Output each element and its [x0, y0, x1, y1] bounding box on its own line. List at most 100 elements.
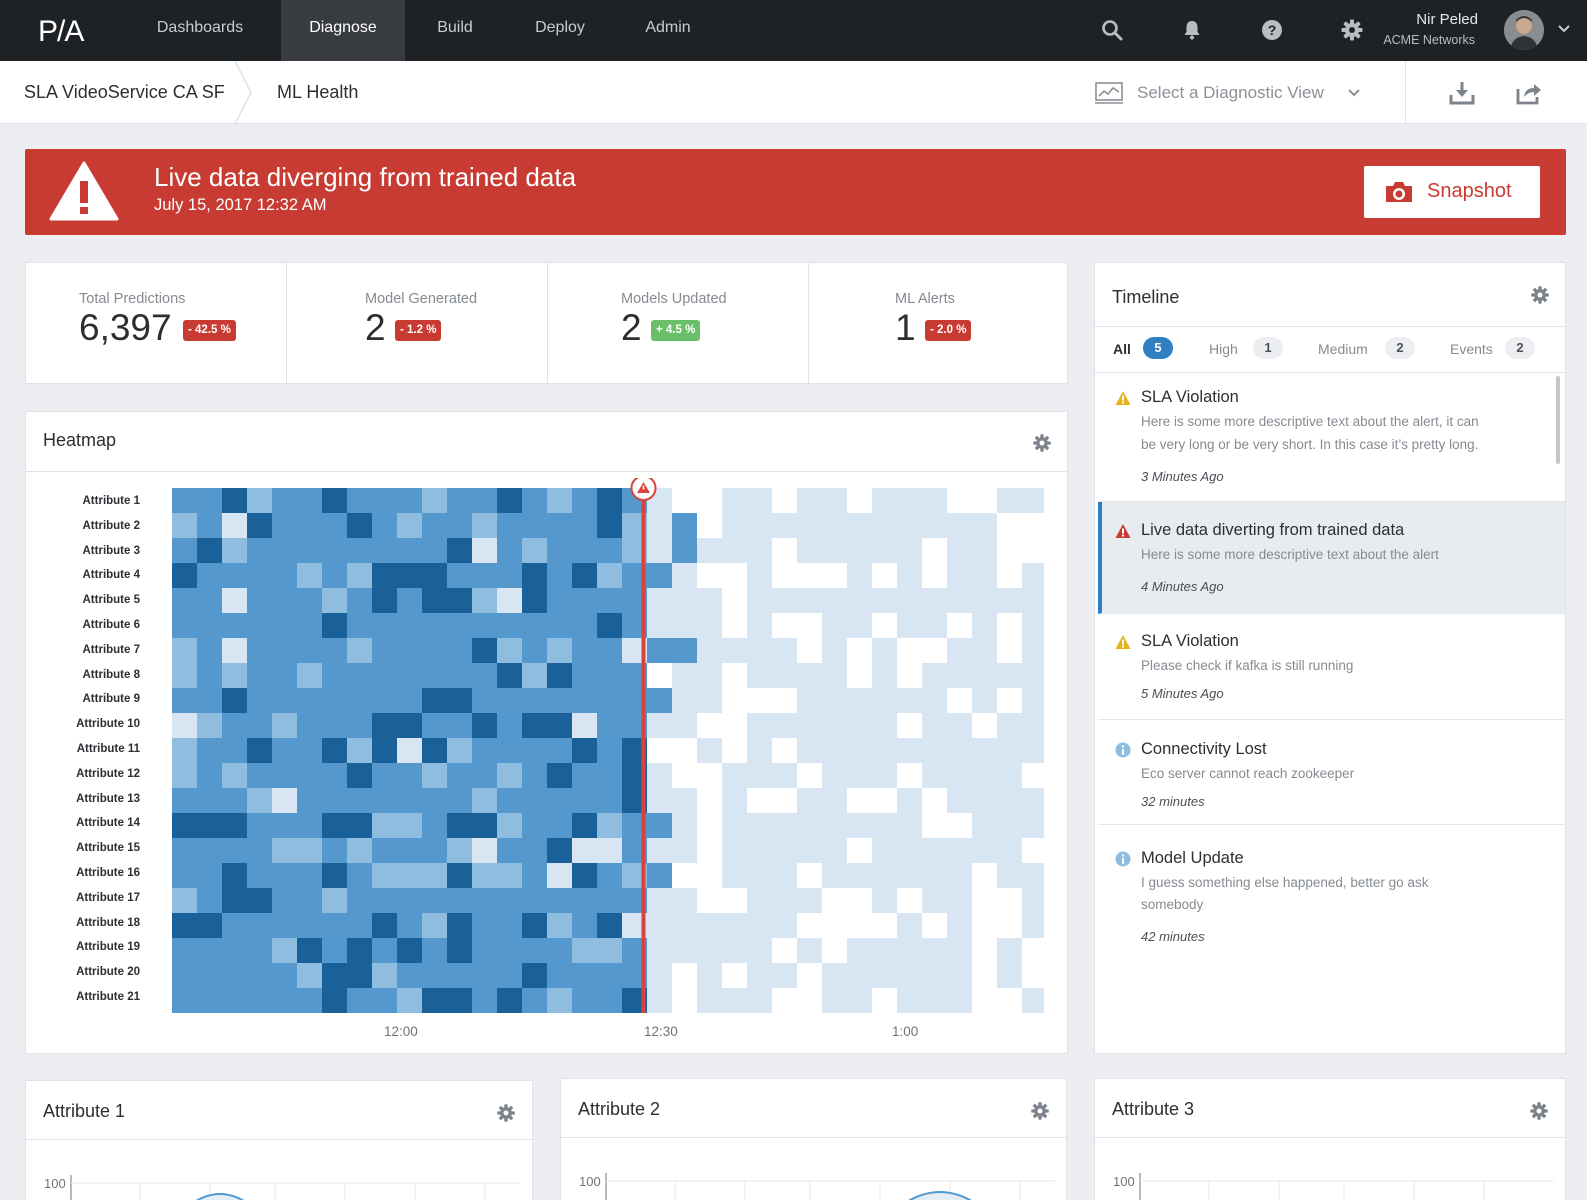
heatmap-cell	[722, 563, 747, 588]
heatmap-cell	[647, 888, 672, 913]
gear-icon[interactable]	[496, 1103, 516, 1123]
heatmap-cell	[397, 713, 422, 738]
download-icon[interactable]	[1448, 79, 1476, 107]
heatmap-cell	[597, 688, 622, 713]
nav-dashboards[interactable]: Dashboards	[156, 19, 244, 36]
heatmap-cell	[947, 538, 972, 563]
heatmap-cell	[772, 913, 797, 938]
breadcrumb-ml-health[interactable]: ML Health	[277, 82, 359, 102]
nav-diagnose[interactable]: Diagnose	[281, 0, 405, 61]
timeline-item-time: 3 Minutes Ago	[1141, 469, 1224, 484]
heatmap-cell	[997, 863, 1022, 888]
heatmap-cell	[897, 513, 922, 538]
timeline-item-sla-violation[interactable]: SLA Violation Please check if kafka is s…	[1098, 614, 1565, 720]
nav-build[interactable]: Build	[437, 19, 473, 36]
heatmap-cell	[1022, 838, 1044, 863]
heatmap-cell	[647, 513, 672, 538]
tab-events[interactable]: Events	[1450, 341, 1493, 357]
heatmap-cell	[647, 788, 672, 813]
timeline-item-desc: Please check if kafka is still running	[1141, 658, 1354, 673]
diagnostic-view-select[interactable]: Select a Diagnostic View	[1095, 75, 1370, 111]
heatmap-cell	[547, 513, 572, 538]
nav-deploy[interactable]: Deploy	[535, 19, 585, 36]
tab-all[interactable]: All	[1113, 341, 1131, 357]
pa-logo[interactable]: P/A	[38, 14, 94, 46]
breadcrumb-sla[interactable]: SLA VideoService CA SF	[24, 82, 225, 102]
heatmap-cell	[572, 688, 597, 713]
heatmap-cell	[972, 538, 997, 563]
heatmap-cell	[297, 863, 322, 888]
heatmap-grid[interactable]	[172, 478, 1044, 1015]
heatmap-cell	[297, 613, 322, 638]
heatmap-cell	[222, 663, 247, 688]
avatar[interactable]	[1504, 10, 1544, 50]
heatmap-cell	[947, 563, 972, 588]
heatmap-cell	[897, 688, 922, 713]
tab-high[interactable]: High	[1209, 341, 1238, 357]
help-icon[interactable]: ?	[1260, 18, 1284, 42]
heatmap-cell	[347, 538, 372, 563]
logo-text: P/A	[38, 15, 84, 46]
gear-icon[interactable]	[1529, 1101, 1549, 1121]
tab-high-count[interactable]: 1	[1253, 337, 1283, 359]
timeline-scrollbar[interactable]	[1556, 376, 1560, 464]
heatmap-cell	[997, 488, 1022, 513]
heatmap-cell	[772, 613, 797, 638]
attribute-2-chart	[605, 1173, 1055, 1200]
timeline-item-connectivity-lost[interactable]: Connectivity Lost Eco server cannot reac…	[1098, 720, 1565, 825]
gear-icon[interactable]	[1530, 285, 1550, 305]
heatmap-cell	[547, 638, 572, 663]
timeline-item-model-update[interactable]: Model Update I guess something else happ…	[1098, 825, 1565, 945]
heatmap-cell	[972, 713, 997, 738]
heatmap-cell	[322, 588, 347, 613]
heatmap-cell	[322, 863, 347, 888]
heatmap-cell	[447, 863, 472, 888]
heatmap-cell	[522, 613, 547, 638]
heatmap-row-label: Attribute 10	[76, 718, 140, 731]
heatmap-cell	[347, 788, 372, 813]
heatmap-cell	[422, 563, 447, 588]
gear-icon[interactable]	[1032, 433, 1052, 453]
share-icon[interactable]	[1515, 79, 1543, 107]
heatmap-cell	[297, 688, 322, 713]
heatmap-cell	[822, 588, 847, 613]
timeline-panel: Timeline	[1094, 262, 1566, 1054]
heatmap-cell	[972, 838, 997, 863]
search-icon[interactable]	[1100, 18, 1124, 42]
heatmap-cell	[897, 588, 922, 613]
gear-icon[interactable]	[1030, 1101, 1050, 1121]
heatmap-cell	[947, 763, 972, 788]
tab-events-count[interactable]: 2	[1505, 337, 1535, 359]
bell-icon[interactable]	[1180, 18, 1204, 42]
heatmap-cell	[922, 763, 947, 788]
heatmap-cell	[497, 838, 522, 863]
timeline-item-live-data[interactable]: Live data diverting from trained data He…	[1098, 502, 1565, 614]
heatmap-cell	[822, 938, 847, 963]
user-name: Nir Peled	[1416, 11, 1478, 28]
heatmap-cell	[572, 888, 597, 913]
heatmap-cell	[922, 738, 947, 763]
heatmap-cell	[297, 588, 322, 613]
heatmap-cell	[272, 688, 297, 713]
heatmap-cell	[222, 613, 247, 638]
snapshot-button[interactable]: Snapshot	[1364, 166, 1540, 218]
tab-medium-count[interactable]: 2	[1385, 337, 1415, 359]
heatmap-cell	[822, 838, 847, 863]
heatmap-cell	[547, 488, 572, 513]
chevron-down-icon[interactable]	[1557, 22, 1571, 36]
heatmap-cell	[222, 888, 247, 913]
heatmap-cell	[572, 963, 597, 988]
timeline-item-desc: Here is some more descriptive text about…	[1141, 547, 1439, 562]
heatmap-cell	[372, 738, 397, 763]
heatmap-cell	[372, 588, 397, 613]
heatmap-cell	[572, 563, 597, 588]
tab-medium[interactable]: Medium	[1318, 341, 1368, 357]
heatmap-cell	[872, 788, 897, 813]
timeline-item-sla-violation[interactable]: SLA Violation Here is some more descript…	[1098, 372, 1565, 502]
gear-icon[interactable]	[1340, 18, 1364, 42]
nav-admin[interactable]: Admin	[645, 19, 691, 36]
heatmap-row-label: Attribute 20	[76, 966, 140, 979]
heatmap-cell	[772, 988, 797, 1013]
tab-all-count[interactable]: 5	[1143, 337, 1173, 359]
heatmap-cell	[347, 963, 372, 988]
